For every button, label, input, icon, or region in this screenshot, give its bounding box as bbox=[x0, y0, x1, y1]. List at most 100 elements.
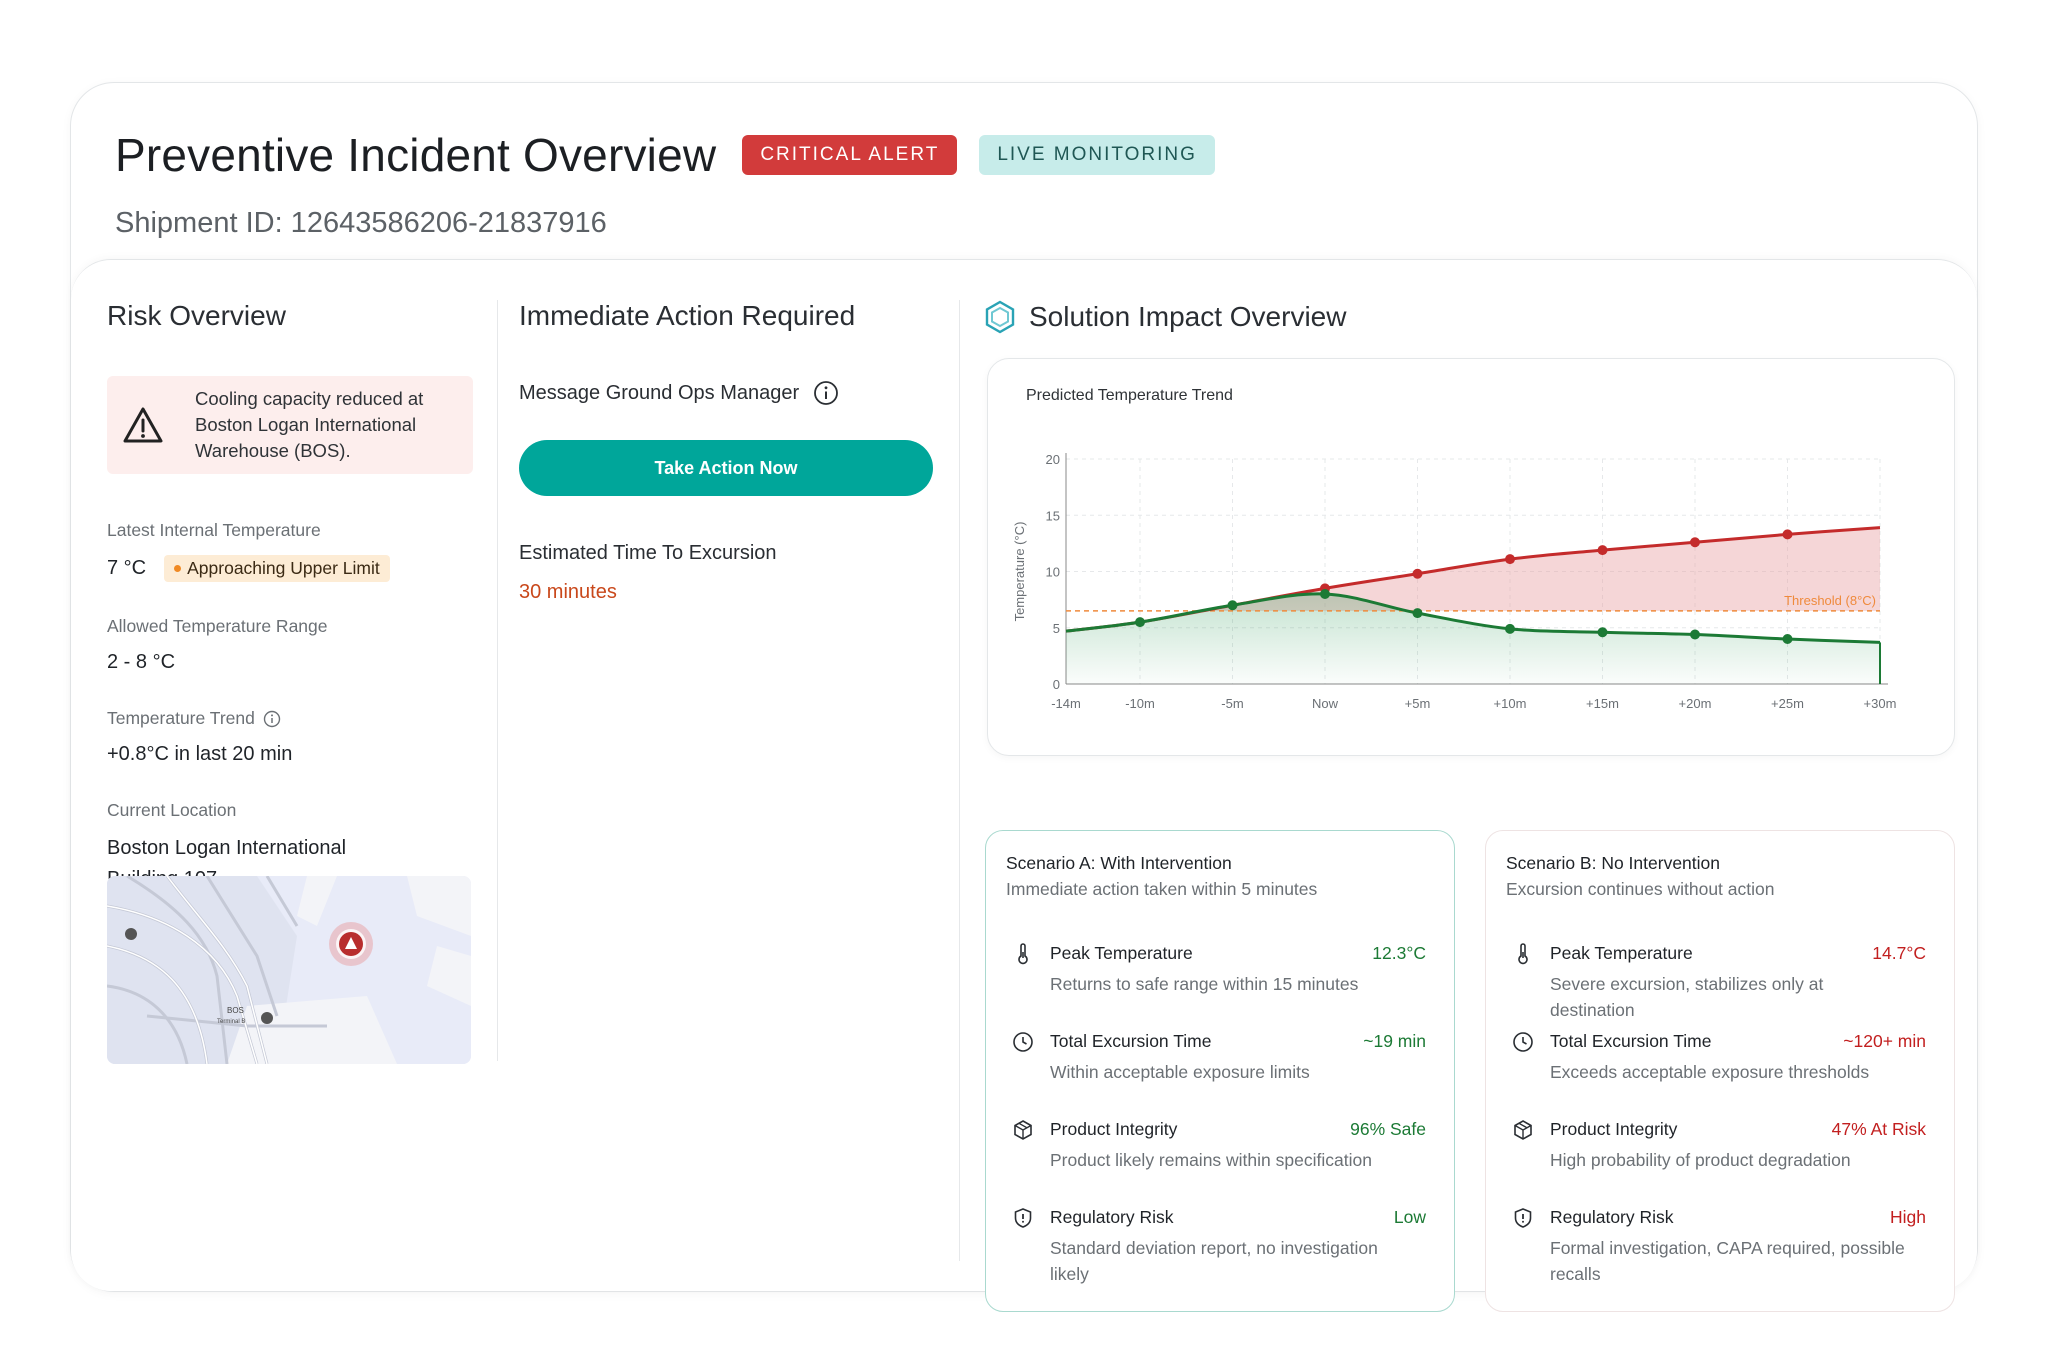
metric-description: Within acceptable exposure limits bbox=[1050, 1062, 1310, 1082]
risk-overview-column: Risk Overview Cooling capacity reduced a… bbox=[107, 300, 473, 895]
latest-temp-row: 7 °C Approaching Upper Limit bbox=[107, 555, 473, 582]
page-header: Preventive Incident Overview CRITICAL AL… bbox=[115, 117, 1937, 287]
metric-regulatory-risk: Regulatory Risk High Formal investigatio… bbox=[1512, 1207, 1926, 1287]
solution-column: Solution Impact Overview Predicted Tempe… bbox=[983, 300, 1955, 1312]
location-line: Boston Logan International bbox=[107, 837, 347, 859]
y-tick-label: 0 bbox=[1053, 677, 1060, 692]
green-series-line bbox=[1065, 592, 1881, 644]
red-area bbox=[1202, 527, 1880, 611]
metric-name: Regulatory Risk bbox=[1050, 1207, 1174, 1227]
x-tick-label: -5m bbox=[1221, 696, 1243, 711]
alert-line: Warehouse (BOS). bbox=[195, 440, 351, 461]
metric-value: 47% At Risk bbox=[1831, 1119, 1926, 1139]
alert-line: Cooling capacity reduced at bbox=[195, 388, 424, 409]
metric-name: Total Excursion Time bbox=[1050, 1031, 1212, 1051]
hexagon-logo-icon bbox=[985, 300, 1015, 334]
metric-name: Total Excursion Time bbox=[1550, 1031, 1712, 1051]
green-data-point bbox=[1412, 608, 1423, 619]
temperature-chart: 0 5 10 15 20 -14m -10m -5m Now +5m +10m +15m +20m +25… bbox=[1012, 452, 1896, 711]
message-label: Message Ground Ops Manager bbox=[519, 381, 800, 404]
x-tick-label: -10m bbox=[1125, 696, 1155, 711]
clock-icon bbox=[1513, 1032, 1533, 1052]
green-area bbox=[1066, 593, 1880, 684]
solution-title: Solution Impact Overview bbox=[1029, 301, 1347, 332]
page-title: Preventive Incident Overview bbox=[115, 129, 717, 181]
map-terminal-label: Terminal B bbox=[217, 1019, 245, 1025]
package-icon bbox=[1514, 1120, 1532, 1140]
red-data-point bbox=[1505, 554, 1515, 565]
metric-description: Exceeds acceptable exposure thresholds bbox=[1550, 1062, 1870, 1082]
metric-description: Severe excursion, stabilizes only at des… bbox=[1550, 974, 1824, 1020]
shield-icon bbox=[1514, 1208, 1532, 1228]
y-tick-label: 5 bbox=[1053, 621, 1060, 636]
metric-name: Peak Temperature bbox=[1550, 943, 1693, 963]
metric-name: Peak Temperature bbox=[1050, 943, 1193, 963]
scenario-subtitle: Immediate action taken within 5 minutes bbox=[1006, 879, 1318, 899]
green-data-point bbox=[1135, 617, 1145, 628]
metric-regulatory-risk: Regulatory Risk Low Standard deviation r… bbox=[1012, 1207, 1426, 1287]
temperature-chart-card: Predicted Temperature Trend 0 5 10 15 20 -14m… bbox=[987, 358, 1955, 756]
y-tick-label: 20 bbox=[1046, 452, 1060, 467]
metric-description: Product likely remains within specificat… bbox=[1050, 1150, 1372, 1170]
metric-excursion-time: Total Excursion Time ~120+ min Exceeds a… bbox=[1512, 1031, 1926, 1111]
info-icon[interactable] bbox=[263, 710, 281, 728]
metric-value: ~120+ min bbox=[1843, 1031, 1926, 1051]
eta-label: Estimated Time To Excursion bbox=[519, 542, 777, 564]
live-monitoring-badge: LIVE MONITORING bbox=[979, 135, 1215, 175]
metric-value: Low bbox=[1393, 1207, 1426, 1227]
metric-name: Product Integrity bbox=[1550, 1119, 1678, 1139]
metric-value: 14.7°C bbox=[1872, 943, 1926, 963]
metric-value: High bbox=[1890, 1207, 1926, 1227]
y-axis-label: Temperature (°C) bbox=[1012, 522, 1027, 622]
map-bos-label: BOS bbox=[227, 1006, 244, 1015]
green-data-point bbox=[1690, 629, 1700, 640]
red-data-point bbox=[1597, 545, 1608, 556]
warning-icon bbox=[123, 407, 163, 443]
latest-temp-label: Latest Internal Temperature bbox=[107, 520, 321, 540]
trend-value: +0.8°C in last 20 min bbox=[107, 743, 293, 765]
metric-product-integrity: Product Integrity 96% Safe Product likel… bbox=[1012, 1119, 1426, 1199]
scenario-b-card: Scenario B: No Intervention Excursion co… bbox=[1485, 830, 1955, 1312]
green-data-point bbox=[1597, 627, 1608, 638]
clock-icon bbox=[1013, 1032, 1033, 1052]
temp-status-chip: Approaching Upper Limit bbox=[164, 555, 390, 582]
column-divider bbox=[497, 300, 498, 1061]
eta-value: 30 minutes bbox=[519, 581, 617, 603]
metric-excursion-time: Total Excursion Time ~19 min Within acce… bbox=[1012, 1031, 1426, 1111]
trend-label: Temperature Trend bbox=[107, 708, 255, 728]
column-divider bbox=[959, 300, 960, 1261]
metric-description: Formal investigation, CAPA required, pos… bbox=[1550, 1238, 1905, 1284]
x-tick-label: +20m bbox=[1679, 696, 1712, 711]
info-icon[interactable] bbox=[813, 380, 839, 406]
location-label: Current Location bbox=[107, 800, 237, 820]
scenario-title: Scenario A: With Intervention bbox=[1006, 853, 1232, 873]
status-dot-icon bbox=[174, 565, 182, 572]
thermometer-icon bbox=[1518, 943, 1528, 965]
location-map[interactable]: BOS Terminal B bbox=[107, 876, 471, 1064]
chart-title: Predicted Temperature Trend bbox=[1026, 387, 1233, 404]
x-tick-label: +15m bbox=[1586, 696, 1619, 711]
take-action-button[interactable]: Take Action Now bbox=[519, 440, 933, 496]
red-data-point bbox=[1412, 568, 1423, 579]
metric-peak-temperature: Peak Temperature 12.3°C Returns to safe … bbox=[1012, 943, 1426, 1023]
x-tick-label: +10m bbox=[1494, 696, 1527, 711]
temp-status-text: Approaching Upper Limit bbox=[187, 558, 380, 578]
shield-icon bbox=[1014, 1208, 1032, 1228]
action-column: Immediate Action Required Message Ground… bbox=[519, 300, 933, 604]
shipment-id: Shipment ID: 12643586206-21837916 bbox=[115, 207, 607, 239]
alert-line: Boston Logan International bbox=[195, 414, 417, 435]
metric-value: 96% Safe bbox=[1350, 1119, 1426, 1139]
red-data-point bbox=[1782, 529, 1793, 540]
latest-temp-value: 7 °C bbox=[107, 557, 147, 579]
green-data-point bbox=[1227, 600, 1238, 611]
metric-peak-temperature: Peak Temperature 14.7°C Severe excursion… bbox=[1512, 943, 1926, 1023]
x-tick-label: Now bbox=[1312, 696, 1339, 711]
metric-product-integrity: Product Integrity 47% At Risk High proba… bbox=[1512, 1119, 1926, 1199]
incident-card: Preventive Incident Overview CRITICAL AL… bbox=[70, 82, 1978, 1312]
risk-alert-text: Cooling capacity reduced at Boston Logan… bbox=[195, 386, 423, 464]
y-tick-label: 15 bbox=[1046, 508, 1060, 523]
scenario-a-card: Scenario A: With Intervention Immediate … bbox=[985, 830, 1455, 1312]
x-tick-label: -14m bbox=[1051, 696, 1081, 711]
green-data-point bbox=[1782, 634, 1793, 644]
trend-label-row: Temperature Trend bbox=[107, 708, 473, 729]
